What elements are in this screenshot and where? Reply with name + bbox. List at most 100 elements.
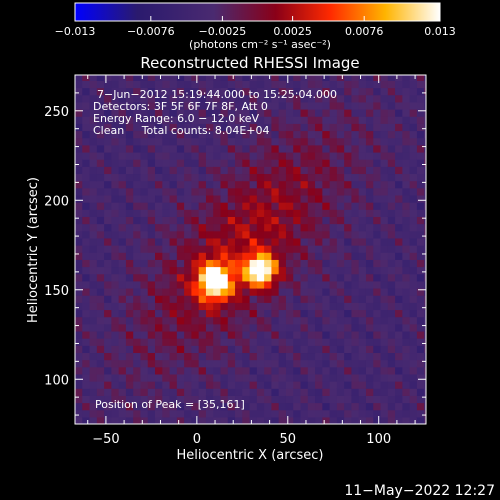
heatmap-cell xyxy=(147,259,156,268)
heatmap-cell xyxy=(336,130,345,139)
heatmap-cell xyxy=(416,109,425,117)
heatmap-cell xyxy=(409,123,418,132)
heatmap-cell xyxy=(344,209,353,217)
heatmap-cell xyxy=(155,130,163,139)
heatmap-cell xyxy=(118,137,127,146)
heatmap-cell xyxy=(409,352,418,361)
heatmap-cell xyxy=(365,373,374,382)
heatmap-cell xyxy=(336,416,345,424)
heatmap-cell xyxy=(242,409,251,418)
heatmap-cell xyxy=(329,187,338,196)
heatmap-cell xyxy=(307,237,316,246)
heatmap-cell xyxy=(242,266,251,275)
heatmap-cell xyxy=(285,280,294,289)
heatmap-cell xyxy=(235,101,243,110)
y-tick-label: 250 xyxy=(44,105,69,120)
heatmap-cell xyxy=(111,295,120,303)
heatmap-cell xyxy=(271,287,280,296)
heatmap-cell xyxy=(373,409,382,418)
heatmap-cell xyxy=(169,373,178,382)
heatmap-cell xyxy=(176,280,185,289)
heatmap-cell xyxy=(155,373,163,382)
heatmap-cell xyxy=(191,295,200,303)
heatmap-cell xyxy=(264,395,273,404)
heatmap-cell xyxy=(424,416,426,424)
heatmap-cell xyxy=(82,166,91,175)
heatmap-cell xyxy=(104,223,112,232)
heatmap-cell xyxy=(147,116,156,124)
heatmap-cell xyxy=(285,388,294,396)
heatmap-cell xyxy=(351,101,360,110)
heatmap-cell xyxy=(285,323,294,332)
heatmap-cell xyxy=(344,352,353,361)
heatmap-cell xyxy=(329,266,338,275)
heatmap-cell xyxy=(249,187,258,196)
heatmap-cell xyxy=(176,402,185,411)
heatmap-cell xyxy=(82,323,91,332)
heatmap-cell xyxy=(89,173,98,182)
heatmap-cell xyxy=(198,302,207,311)
heatmap-cell xyxy=(315,94,323,103)
heatmap-cell xyxy=(133,101,142,110)
heatmap-cell xyxy=(169,302,178,311)
heatmap-cell xyxy=(365,123,374,132)
heatmap-cell xyxy=(380,87,389,96)
heatmap-cell xyxy=(329,75,338,81)
heatmap-cell xyxy=(416,230,425,239)
heatmap-cell xyxy=(409,302,418,311)
heatmap-cell xyxy=(213,366,222,375)
heatmap-cell xyxy=(271,116,280,124)
heatmap-cell xyxy=(344,252,353,260)
heatmap-cell xyxy=(271,373,280,382)
heatmap-cell xyxy=(373,259,382,268)
heatmap-cell xyxy=(155,87,163,96)
heatmap-cell xyxy=(133,381,142,389)
heatmap-cell xyxy=(96,173,105,182)
heatmap-cell xyxy=(249,316,258,325)
heatmap-cell xyxy=(278,223,287,232)
heatmap-cell xyxy=(307,116,316,124)
heatmap-cell xyxy=(293,316,302,325)
heatmap-cell xyxy=(409,388,418,396)
heatmap-cell xyxy=(205,87,214,96)
heatmap-cell xyxy=(140,245,149,253)
heatmap-cell xyxy=(133,151,142,160)
heatmap-cell xyxy=(387,381,396,389)
heatmap-cell xyxy=(104,280,112,289)
heatmap-cell xyxy=(409,202,418,210)
heatmap-cell xyxy=(205,280,214,289)
heatmap-cell xyxy=(220,101,229,110)
heatmap-cell xyxy=(169,166,178,175)
heatmap-cell xyxy=(300,323,309,332)
heatmap-cell xyxy=(424,295,426,303)
heatmap-cell xyxy=(336,316,345,325)
heatmap-cell xyxy=(111,345,120,354)
heatmap-cell xyxy=(125,237,134,246)
heatmap-cell xyxy=(176,345,185,354)
heatmap-cell xyxy=(271,230,280,239)
heatmap-cell xyxy=(380,338,389,346)
x-tick-label: 0 xyxy=(193,432,201,447)
heatmap-cell xyxy=(82,216,91,225)
heatmap-cell xyxy=(118,75,127,81)
heatmap-cell xyxy=(89,359,98,368)
heatmap-cell xyxy=(271,166,280,175)
heatmap-cell xyxy=(416,166,425,175)
heatmap-cell xyxy=(271,381,280,389)
heatmap-cell xyxy=(162,123,171,132)
heatmap-cell xyxy=(402,245,411,253)
heatmap-cell xyxy=(220,287,229,296)
heatmap-cell xyxy=(162,87,171,96)
heatmap-cell xyxy=(395,309,403,318)
heatmap-cell xyxy=(351,402,360,411)
heatmap-cell xyxy=(155,273,163,282)
heatmap-cell xyxy=(104,302,112,311)
heatmap-cell xyxy=(235,266,243,275)
heatmap-cell xyxy=(373,173,382,182)
heatmap-cell xyxy=(140,144,149,153)
heatmap-cell xyxy=(184,345,192,354)
heatmap-cell xyxy=(336,388,345,396)
heatmap-cell xyxy=(293,144,302,153)
heatmap-cell xyxy=(271,395,280,404)
